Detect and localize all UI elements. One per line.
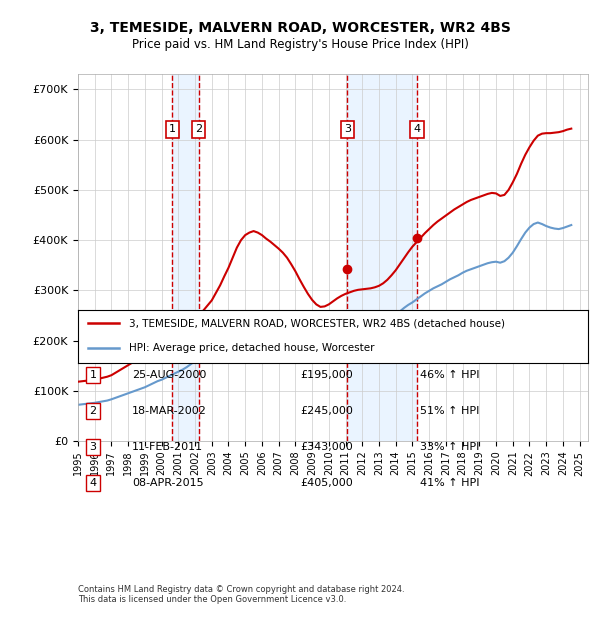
Text: 08-APR-2015: 08-APR-2015 (132, 478, 203, 488)
Text: 2: 2 (89, 406, 97, 416)
Text: £245,000: £245,000 (300, 406, 353, 416)
Text: 3, TEMESIDE, MALVERN ROAD, WORCESTER, WR2 4BS (detached house): 3, TEMESIDE, MALVERN ROAD, WORCESTER, WR… (129, 318, 505, 328)
Text: 2: 2 (195, 125, 202, 135)
Text: 3: 3 (344, 125, 351, 135)
Text: £343,000: £343,000 (300, 442, 353, 452)
Text: 4: 4 (89, 478, 97, 488)
Text: 3, TEMESIDE, MALVERN ROAD, WORCESTER, WR2 4BS: 3, TEMESIDE, MALVERN ROAD, WORCESTER, WR… (89, 21, 511, 35)
Text: 51% ↑ HPI: 51% ↑ HPI (420, 406, 479, 416)
Text: 11-FEB-2011: 11-FEB-2011 (132, 442, 203, 452)
Text: 41% ↑ HPI: 41% ↑ HPI (420, 478, 479, 488)
Text: 25-AUG-2000: 25-AUG-2000 (132, 370, 206, 380)
Text: Price paid vs. HM Land Registry's House Price Index (HPI): Price paid vs. HM Land Registry's House … (131, 38, 469, 51)
Bar (172, 74, 199, 441)
Text: 18-MAR-2002: 18-MAR-2002 (132, 406, 207, 416)
Text: HPI: Average price, detached house, Worcester: HPI: Average price, detached house, Worc… (129, 343, 374, 353)
Bar (347, 74, 417, 441)
Text: Contains HM Land Registry data © Crown copyright and database right 2024.
This d: Contains HM Land Registry data © Crown c… (78, 585, 404, 604)
Text: 33% ↑ HPI: 33% ↑ HPI (420, 442, 479, 452)
Text: 46% ↑ HPI: 46% ↑ HPI (420, 370, 479, 380)
Text: £405,000: £405,000 (300, 478, 353, 488)
Text: 3: 3 (89, 442, 97, 452)
Text: 4: 4 (413, 125, 421, 135)
Text: £195,000: £195,000 (300, 370, 353, 380)
Text: 1: 1 (169, 125, 176, 135)
Text: 1: 1 (89, 370, 97, 380)
